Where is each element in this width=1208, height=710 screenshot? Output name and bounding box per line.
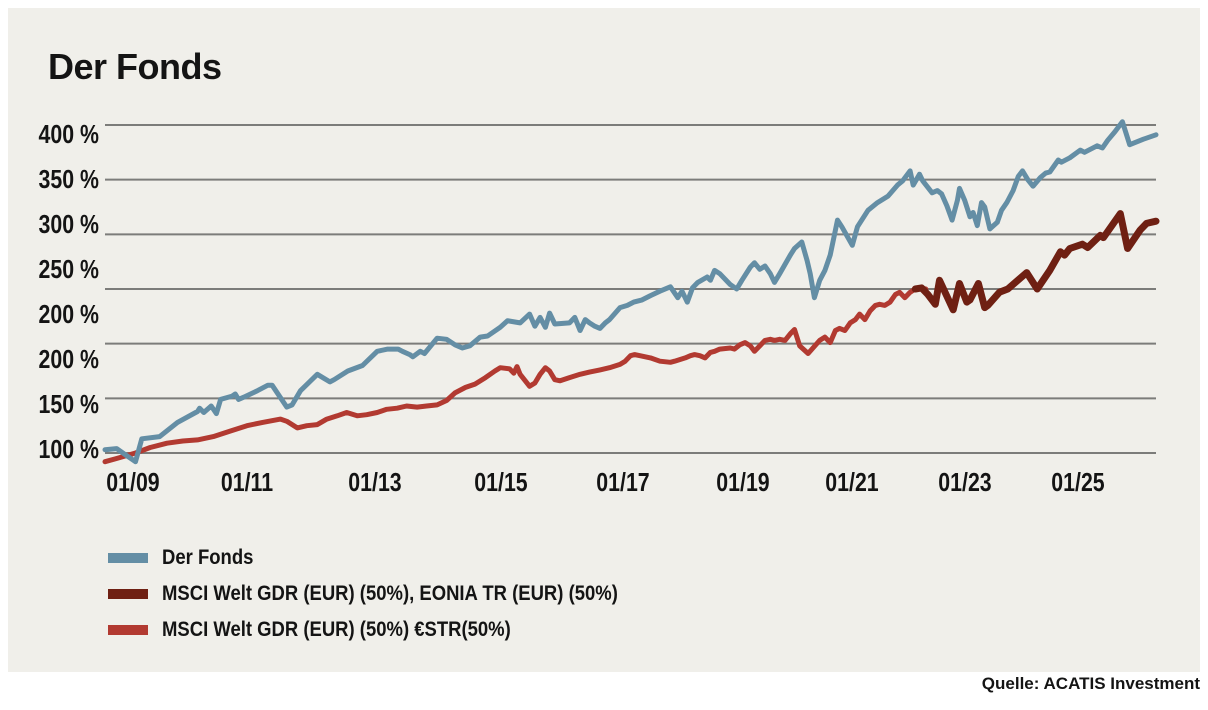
y-tick-label-2: 300 %: [38, 209, 99, 239]
x-tick-label-7: 01/23: [938, 467, 992, 497]
series-line-estr: [102, 285, 929, 465]
legend-swatch-fonds: [108, 553, 148, 563]
x-tick-label-6: 01/21: [825, 467, 879, 497]
y-tick-label-5: 200 %: [38, 344, 99, 374]
legend-label-estr: MSCI Welt GDR (EUR) (50%) €STR(50%): [162, 618, 511, 641]
legend-swatch-eonia: [108, 589, 148, 599]
x-tick-label-0: 01/09: [106, 467, 161, 497]
y-tick-label-0: 400 %: [38, 119, 99, 149]
chart-card: Der Fonds Der Fonds MSCI Welt GDR (EUR) …: [8, 8, 1200, 672]
x-tick-label-8: 01/25: [1051, 467, 1105, 497]
series-line-fonds: [102, 119, 1159, 465]
legend-item-estr: MSCI Welt GDR (EUR) (50%) €STR(50%): [108, 618, 680, 642]
series-line-eonia: [911, 210, 1160, 314]
legend-swatch-estr: [108, 625, 148, 635]
y-tick-label-7: 100 %: [38, 434, 99, 464]
legend-label-fonds: Der Fonds: [162, 546, 254, 569]
chart-title: Der Fonds: [48, 46, 222, 87]
legend-label-eonia: MSCI Welt GDR (EUR) (50%), EONIA TR (EUR…: [162, 582, 618, 605]
y-tick-label-4: 200 %: [38, 299, 99, 329]
x-tick-label-2: 01/13: [348, 467, 402, 497]
legend-item-eonia: MSCI Welt GDR (EUR) (50%), EONIA TR (EUR…: [108, 582, 680, 606]
x-tick-label-3: 01/15: [474, 467, 528, 497]
x-tick-label-1: 01/11: [220, 467, 273, 497]
legend: Der Fonds MSCI Welt GDR (EUR) (50%), EON…: [108, 546, 680, 642]
legend-item-fonds: Der Fonds: [108, 546, 680, 570]
y-tick-label-3: 250 %: [38, 254, 99, 284]
y-tick-label-1: 350 %: [38, 164, 99, 194]
x-tick-label-4: 01/17: [596, 467, 650, 497]
y-tick-label-6: 150 %: [38, 389, 99, 419]
x-tick-label-5: 01/19: [716, 467, 770, 497]
source-credit: Quelle: ACATIS Investment: [981, 674, 1200, 693]
